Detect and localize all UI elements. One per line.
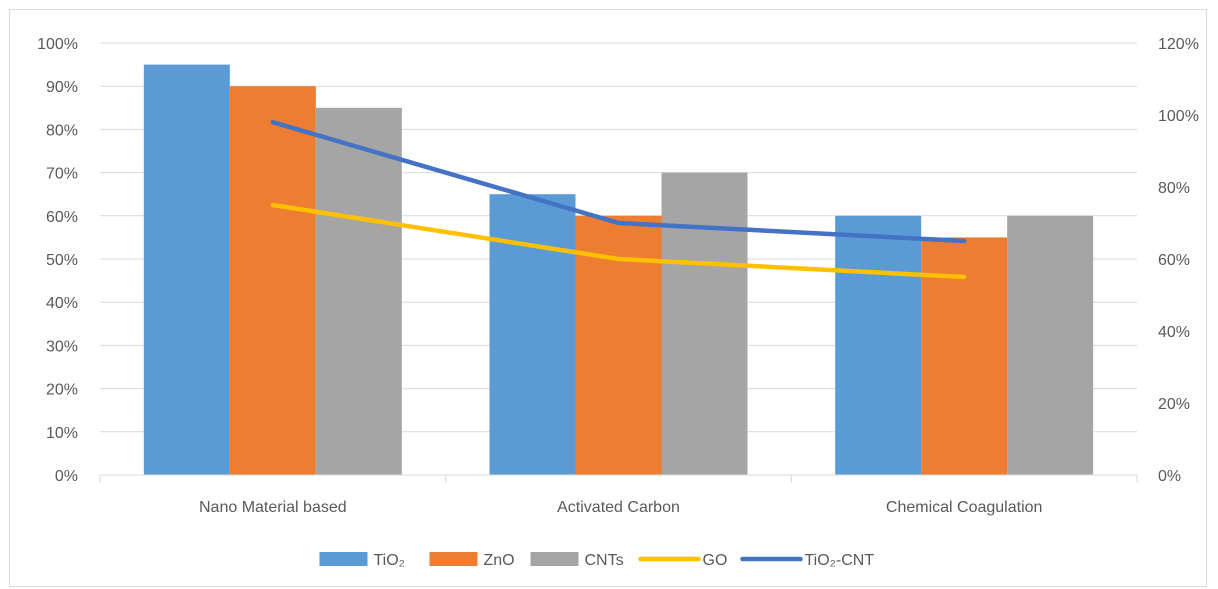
y-left-tick-label: 0% (55, 468, 78, 485)
y-left-tick-label: 100% (37, 36, 78, 53)
y-left-tick-label: 70% (46, 166, 78, 183)
legend-swatch (530, 552, 579, 566)
legend-label: CNTs (585, 552, 624, 569)
legend-label: ZnO (484, 552, 515, 569)
legend-item: CNTs (530, 552, 624, 569)
legend: TiO₂ ZnO CNTs GO TiO₂-CNT (319, 552, 875, 569)
y-right-tick-label: 40% (1158, 324, 1190, 341)
bar (921, 237, 1008, 475)
legend-item: GO (638, 552, 728, 569)
y-left-tick-label: 80% (46, 122, 78, 139)
y-right-tick-label: 60% (1158, 252, 1190, 269)
y-left-tick-label: 10% (46, 425, 78, 442)
legend-label: TiO₂ (374, 552, 405, 569)
y-right-tick-label: 80% (1158, 180, 1190, 197)
x-category-label: Nano Material based (199, 499, 347, 516)
lines (270, 119, 967, 280)
y-left-tick-label: 20% (46, 382, 78, 399)
bar (315, 107, 402, 476)
legend-swatch (429, 552, 478, 566)
series-line (270, 119, 967, 244)
legend-label: TiO₂-CNT (805, 552, 875, 569)
y-left-tick-label: 60% (46, 209, 78, 226)
x-category-label: Activated Carbon (557, 499, 680, 516)
legend-item: ZnO (429, 552, 515, 569)
legend-label: GO (703, 552, 728, 569)
bar (661, 172, 748, 475)
series-line (270, 202, 967, 280)
y-left-tick-label: 30% (46, 338, 78, 355)
bar (1007, 215, 1094, 476)
y-right-tick-label: 100% (1158, 108, 1199, 125)
y-right-tick-label: 120% (1158, 36, 1199, 53)
legend-swatch (319, 552, 368, 566)
bar (489, 194, 576, 475)
bar (229, 86, 316, 475)
legend-item: TiO₂ (319, 552, 405, 569)
axes: 0% 10% 20% 30% 40% 50% 60% 70% 80% 90% 100% 0% 20% 40… (37, 36, 1199, 516)
y-left-tick-label: 50% (46, 252, 78, 269)
x-category-label: Chemical Coagulation (886, 499, 1043, 516)
bar (835, 215, 922, 476)
y-left-tick-label: 90% (46, 79, 78, 96)
y-right-tick-label: 20% (1158, 396, 1190, 413)
bar (143, 64, 230, 475)
y-right-tick-label: 0% (1158, 468, 1181, 485)
legend-item: TiO₂-CNT (740, 552, 875, 569)
y-left-tick-label: 40% (46, 295, 78, 312)
